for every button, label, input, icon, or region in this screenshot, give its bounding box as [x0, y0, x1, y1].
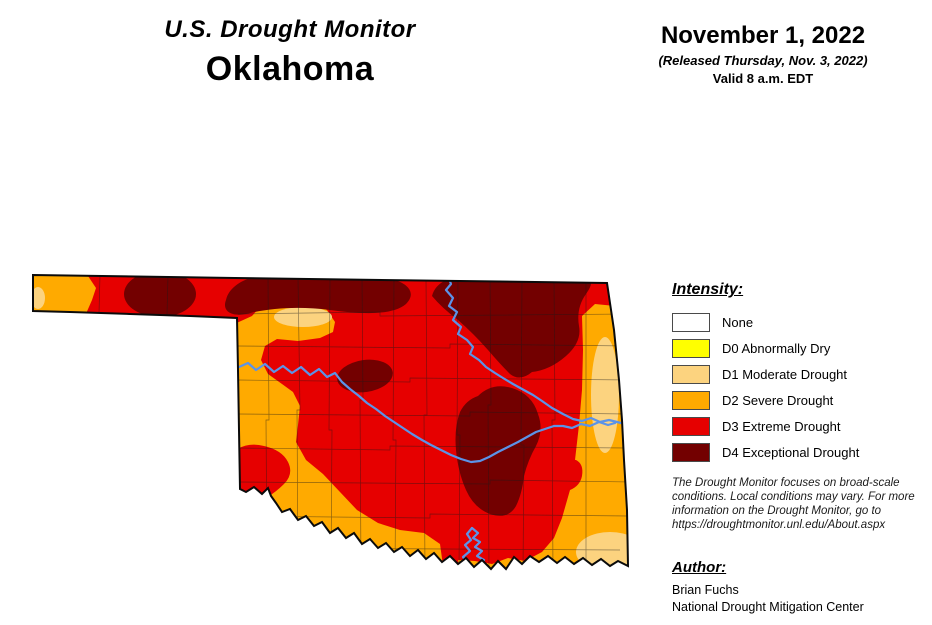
region-d4-panhandle — [124, 275, 196, 317]
legend-row-d2: D2 Severe Drought — [672, 387, 922, 413]
legend-row-d1: D1 Moderate Drought — [672, 361, 922, 387]
region-d3-southwest-blob — [234, 444, 291, 503]
drought-map-svg — [32, 273, 630, 571]
legend-label: None — [722, 314, 754, 330]
state-title: Oklahoma — [205, 50, 375, 88]
region-d4-center-west — [337, 359, 393, 393]
lake-texoma-arm — [461, 526, 474, 565]
lake-texoma — [470, 526, 486, 567]
d2-swatch — [672, 390, 710, 410]
d4-swatch — [672, 442, 710, 462]
release-date: (Released Thursday, Nov. 3, 2022) — [658, 53, 868, 68]
arkansas-river — [444, 275, 623, 425]
county-boundaries — [98, 275, 628, 569]
legend: Intensity: None D0 Abnormally Dry D1 Mod… — [672, 281, 922, 465]
map-date: November 1, 2022 — [660, 22, 866, 49]
region-d4-north-central — [225, 275, 411, 315]
date-block: November 1, 2022 (Released Thursday, Nov… — [617, 22, 909, 86]
legend-label: D1 Moderate Drought — [722, 366, 848, 382]
legend-row-d0: D0 Abnormally Dry — [672, 335, 922, 361]
author-name: Brian Fuchs — [672, 583, 739, 597]
legend-label: D3 Extreme Drought — [722, 418, 841, 434]
valid-time: Valid 8 a.m. EDT — [712, 71, 814, 86]
title-block: U.S. Drought Monitor Oklahoma — [110, 16, 470, 89]
region-d1-central-core — [274, 307, 332, 327]
legend-label: D0 Abnormally Dry — [722, 340, 831, 356]
none-swatch — [672, 312, 710, 332]
oklahoma-drought-map — [30, 270, 670, 600]
region-d2-panhandle-west — [33, 275, 96, 316]
disclaimer-text: The Drought Monitor focuses on broad-sca… — [672, 477, 915, 531]
legend-row-d3: D3 Extreme Drought — [672, 413, 922, 439]
author-org: National Drought Mitigation Center — [672, 600, 864, 614]
state-outline — [32, 273, 630, 571]
canadian-river — [237, 361, 617, 464]
author-heading: Author: — [672, 559, 727, 576]
d1-swatch — [672, 364, 710, 384]
region-d3-southeast-blob — [557, 459, 583, 491]
d3-swatch — [672, 416, 710, 436]
region-d1-east-strip — [591, 337, 619, 453]
page-title: U.S. Drought Monitor — [164, 16, 416, 43]
rivers — [237, 275, 623, 567]
legend-heading: Intensity: — [672, 281, 744, 298]
legend-row-none: None — [672, 309, 922, 335]
legend-label: D2 Severe Drought — [722, 392, 834, 408]
legend-row-d4: D4 Exceptional Drought — [672, 439, 922, 465]
region-d4-northeast — [432, 276, 591, 378]
d0-swatch — [672, 338, 710, 358]
region-d1-panhandle-tip — [33, 287, 45, 309]
legend-label: D4 Exceptional Drought — [722, 444, 860, 460]
